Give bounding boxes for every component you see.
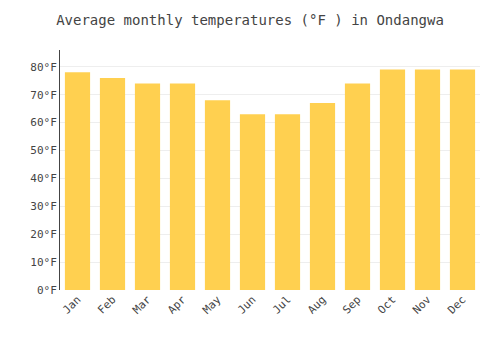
svg-text:10°F: 10°F — [30, 256, 57, 269]
svg-text:Jan: Jan — [60, 293, 83, 316]
svg-text:50°F: 50°F — [30, 144, 57, 157]
svg-text:Average monthly temperatures (: Average monthly temperatures (°F ) in On… — [56, 12, 444, 28]
svg-text:Aug: Aug — [305, 293, 328, 316]
svg-text:40°F: 40°F — [30, 172, 57, 185]
svg-text:Mar: Mar — [130, 293, 154, 317]
svg-text:Nov: Nov — [410, 293, 434, 317]
svg-text:Oct: Oct — [375, 293, 398, 316]
svg-text:20°F: 20°F — [30, 228, 57, 241]
svg-text:30°F: 30°F — [30, 200, 57, 213]
svg-text:Feb: Feb — [95, 293, 118, 316]
svg-text:Jul: Jul — [270, 293, 293, 316]
svg-text:70°F: 70°F — [30, 89, 57, 102]
svg-text:80°F: 80°F — [30, 61, 57, 74]
svg-text:Sep: Sep — [340, 293, 363, 316]
svg-text:May: May — [200, 293, 224, 317]
svg-text:Apr: Apr — [165, 293, 189, 317]
svg-text:0°F: 0°F — [37, 284, 57, 297]
svg-text:60°F: 60°F — [30, 116, 57, 129]
svg-text:Dec: Dec — [445, 293, 468, 316]
svg-text:Jun: Jun — [235, 293, 258, 316]
